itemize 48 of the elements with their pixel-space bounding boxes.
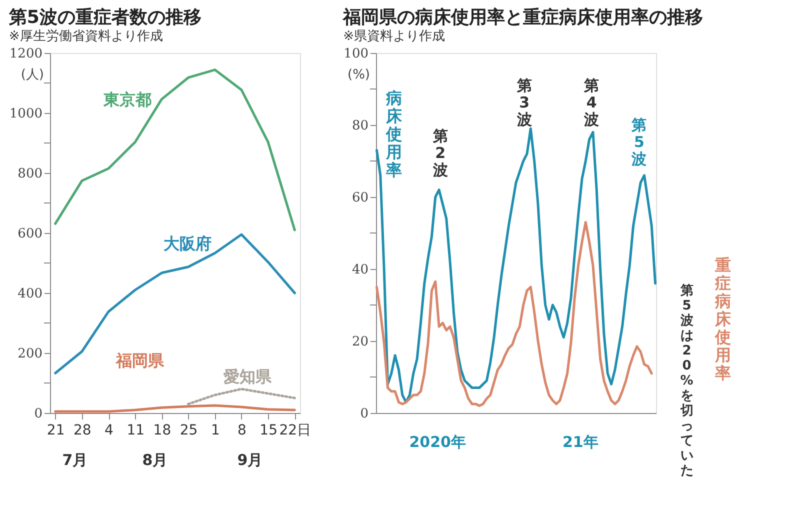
x-tick-label: 25 xyxy=(180,422,198,438)
x-tick-label: 8 xyxy=(238,422,246,438)
y-tick-label: 1000 xyxy=(9,106,42,122)
x-tick-label: 11 xyxy=(126,422,145,438)
annotation: 第5波 xyxy=(630,116,647,168)
y-tick-label: 1200 xyxy=(9,46,42,62)
annotation: 第2波 xyxy=(432,126,448,179)
y-axis-title: (人) xyxy=(20,68,44,83)
annotation: 第3波 xyxy=(516,76,532,128)
x-tick-label: 28 xyxy=(74,422,92,438)
text: 2020年 xyxy=(409,432,466,451)
annotation: 第4波 xyxy=(583,76,600,128)
x-tick-label: 21 xyxy=(46,422,65,438)
text: 第5波は20%を切っていた xyxy=(680,284,694,479)
y-tick-label: 80 xyxy=(352,118,368,134)
x-tick-label: 15 xyxy=(260,422,278,438)
text: 21年 xyxy=(562,432,598,451)
chart-subtitle: ※県資料より作成 xyxy=(343,29,446,44)
chart-subtitle: ※厚生労働省資料より作成 xyxy=(8,29,163,44)
line-series xyxy=(375,220,653,408)
series-label: 大阪府 xyxy=(164,234,212,253)
text: 8月 xyxy=(142,450,168,469)
y-tick-label: 200 xyxy=(18,346,42,362)
line-series xyxy=(187,388,296,406)
series-label: 病床使用率 xyxy=(385,88,404,180)
text: 7月 xyxy=(62,450,88,469)
x-tick-label: 1 xyxy=(210,422,220,438)
y-axis-title: (%) xyxy=(348,68,370,83)
text: 福岡県 xyxy=(115,350,165,370)
y-tick-label: 40 xyxy=(352,262,368,278)
series-label: 東京都 xyxy=(102,90,152,109)
y-tick-label: 400 xyxy=(18,286,42,302)
y-tick-label: 100 xyxy=(344,46,368,62)
y-tick-label: 600 xyxy=(18,226,42,242)
line-series xyxy=(54,68,296,232)
text: 9月 xyxy=(237,450,263,469)
chart-title: 福岡県の病床使用率と重症病床使用率の推移 xyxy=(342,7,704,28)
text: 重症病床使用率 xyxy=(714,255,732,382)
x-tick-label: 22日 xyxy=(279,422,312,438)
x-tick-label: 18 xyxy=(153,422,172,438)
y-tick-label: 0 xyxy=(34,406,42,422)
y-tick-label: 20 xyxy=(352,334,368,350)
y-tick-label: 800 xyxy=(18,166,42,182)
y-tick-label: 60 xyxy=(352,190,368,206)
chart-title: 第5波の重症者数の推移 xyxy=(8,7,202,28)
series-label: 愛知県 xyxy=(224,367,272,386)
y-tick-label: 0 xyxy=(360,406,368,422)
x-tick-label: 4 xyxy=(104,422,114,438)
